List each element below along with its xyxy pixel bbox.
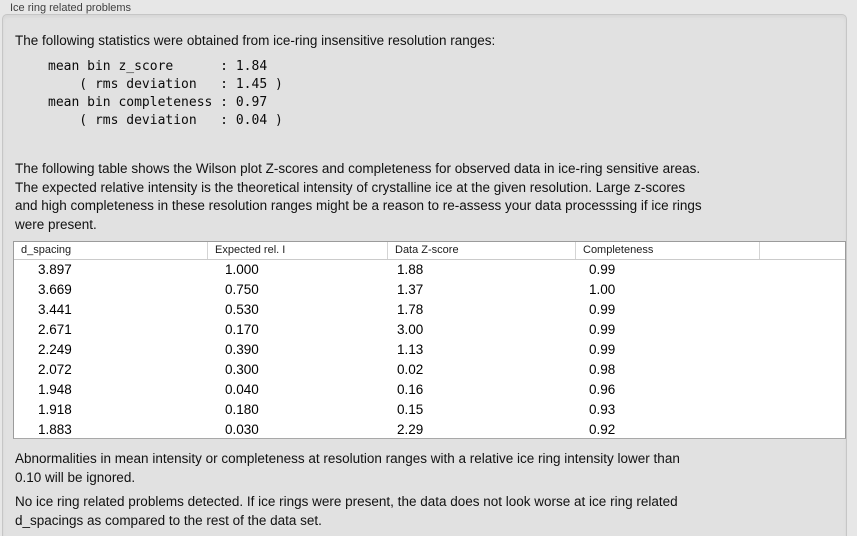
table-cell-spacer [759, 360, 845, 380]
group-box-title: Ice ring related problems [10, 2, 132, 14]
table-cell: 3.441 [38, 302, 72, 317]
table-cell-spacer [759, 380, 845, 400]
table-cell: 3.669 [38, 282, 72, 297]
table-cell-spacer [759, 400, 845, 420]
table-cell: 0.02 [397, 362, 424, 377]
column-header-d-spacing: d_spacing [21, 244, 72, 256]
table-cell: 0.99 [589, 262, 616, 277]
table-cell: 1.88 [397, 262, 424, 277]
group-box: The following statistics were obtained f… [2, 14, 847, 536]
table-cell: 0.92 [589, 422, 616, 437]
table-cell: 1.78 [397, 302, 424, 317]
table-row[interactable]: 2.072 0.300 0.02 0.98 [14, 360, 845, 380]
table-cell: 1.883 [38, 422, 72, 437]
table-cell-spacer [759, 300, 845, 320]
table-cell-spacer [759, 280, 845, 300]
table-cell: 0.530 [225, 302, 259, 317]
table-row[interactable]: 1.918 0.180 0.15 0.93 [14, 400, 845, 420]
table-cell-spacer [759, 340, 845, 360]
table-row[interactable]: 3.441 0.530 1.78 0.99 [14, 300, 845, 320]
table-row[interactable]: 1.883 0.030 2.29 0.92 [14, 420, 845, 438]
column-header-expected-rel-i: Expected rel. I [207, 242, 387, 259]
table-description-text: The following table shows the Wilson plo… [15, 161, 702, 232]
conclusion-text: No ice ring related problems detected. I… [15, 494, 678, 528]
table-cell: 3.00 [397, 322, 424, 337]
table-cell: 1.948 [38, 382, 72, 397]
table-cell: 0.16 [397, 382, 424, 397]
table-cell: 1.37 [397, 282, 424, 297]
table-cell: 2.29 [397, 422, 424, 437]
table-body: 3.897 1.000 1.88 0.99 3.669 0.750 1.37 1.00 3.44… [14, 260, 845, 438]
column-header-spacer [759, 242, 845, 259]
table-cell-spacer [759, 260, 845, 280]
table-cell: 0.99 [589, 302, 616, 317]
column-header-completeness: Completeness [575, 242, 759, 259]
table-cell: 1.000 [225, 262, 259, 277]
table-cell-spacer [759, 320, 845, 340]
table-cell: 1.00 [589, 282, 616, 297]
table-row[interactable]: 1.948 0.040 0.16 0.96 [14, 380, 845, 400]
table-cell: 0.99 [589, 322, 616, 337]
table-cell: 2.671 [38, 322, 72, 337]
table-header-row: d_spacing Expected rel. I Data Z-score Comp… [14, 242, 845, 260]
table-cell: 2.072 [38, 362, 72, 377]
column-header-data-z-score: Data Z-score [387, 242, 575, 259]
table-cell: 0.030 [225, 422, 259, 437]
table-cell: 0.98 [589, 362, 616, 377]
table-cell: 0.96 [589, 382, 616, 397]
table-cell-spacer [759, 420, 845, 438]
table-row[interactable]: 3.669 0.750 1.37 1.00 [14, 280, 845, 300]
table-cell: 0.93 [589, 402, 616, 417]
table-cell: 0.180 [225, 402, 259, 417]
ignore-threshold-note: Abnormalities in mean intensity or compl… [15, 451, 680, 485]
statistics-intro-text: The following statistics were obtained f… [15, 33, 496, 48]
table-row[interactable]: 3.897 1.000 1.88 0.99 [14, 260, 845, 280]
table-cell: 1.13 [397, 342, 424, 357]
table-row[interactable]: 2.249 0.390 1.13 0.99 [14, 340, 845, 360]
table-cell: 1.918 [38, 402, 72, 417]
table-cell: 3.897 [38, 262, 72, 277]
table-row[interactable]: 2.671 0.170 3.00 0.99 [14, 320, 845, 340]
table-cell: 0.390 [225, 342, 259, 357]
table-cell: 0.750 [225, 282, 259, 297]
table-cell: 0.040 [225, 382, 259, 397]
statistics-values-block: mean bin z_score : 1.84 ( rms deviation … [48, 59, 283, 128]
ice-ring-table: d_spacing Expected rel. I Data Z-score Comp… [13, 241, 846, 439]
table-cell: 0.99 [589, 342, 616, 357]
table-cell: 0.170 [225, 322, 259, 337]
table-cell: 0.15 [397, 402, 424, 417]
table-cell: 0.300 [225, 362, 259, 377]
table-cell: 2.249 [38, 342, 72, 357]
